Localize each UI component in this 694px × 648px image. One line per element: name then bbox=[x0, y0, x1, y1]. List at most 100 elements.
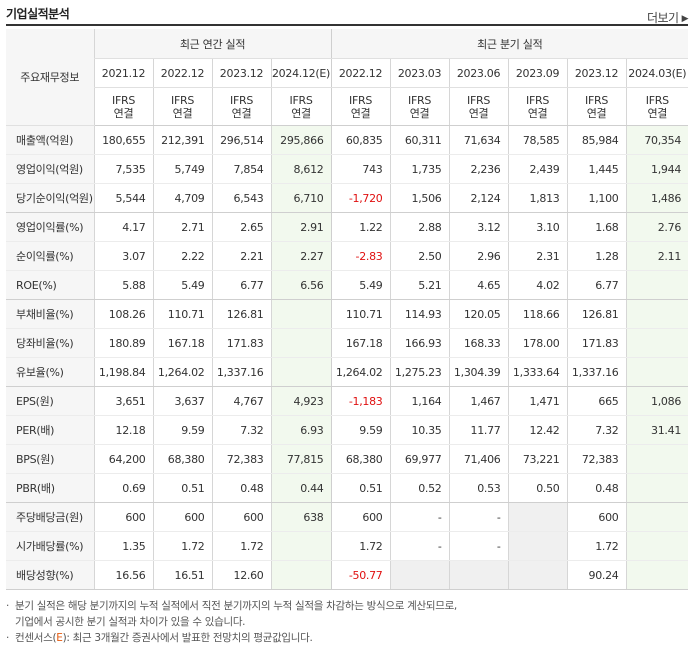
row-label: PBR(배) bbox=[6, 473, 94, 503]
table-cell: 1,337.16 bbox=[566, 357, 627, 387]
table-cell: 180.89 bbox=[93, 328, 153, 358]
table-cell: 78,585 bbox=[507, 125, 568, 155]
table-row: 시가배당률(%) 1.35 1.72 1.72 1.72- -1.72 bbox=[6, 531, 689, 561]
table-cell: 6.77 bbox=[566, 270, 627, 300]
table-cell: 171.83 bbox=[211, 328, 271, 358]
table-cell: 0.50 bbox=[507, 473, 568, 503]
table-cell bbox=[270, 328, 332, 358]
table-cell bbox=[625, 444, 689, 474]
period-header: 2021.12 bbox=[93, 58, 153, 88]
ifrs-consolidated-label: IFRS 연결 bbox=[211, 87, 271, 126]
table-cell: 2.76 bbox=[625, 212, 689, 242]
table-cell: 1,471 bbox=[507, 386, 568, 416]
table-cell: 0.51 bbox=[330, 473, 391, 503]
table-cell: 114.93 bbox=[389, 299, 450, 329]
table-cell: 118.66 bbox=[507, 299, 568, 329]
table-cell: 5.49 bbox=[152, 270, 212, 300]
table-cell: 1,086 bbox=[625, 386, 689, 416]
table-cell: 3.10 bbox=[507, 212, 568, 242]
table-cell: 1.72 bbox=[566, 531, 627, 561]
table-cell: 295,866 bbox=[270, 125, 332, 155]
table-cell bbox=[625, 560, 689, 590]
table-row: EPS(원) 3,651 3,637 4,767 4,923 -1,183 1,164 1,4… bbox=[6, 386, 689, 416]
table-cell: 2,236 bbox=[448, 154, 509, 184]
table-cell bbox=[625, 270, 689, 300]
table-cell: 1,467 bbox=[448, 386, 509, 416]
table-cell: 1,486 bbox=[625, 183, 689, 213]
table-cell: 2.31 bbox=[507, 241, 568, 271]
table-cell: 64,200 bbox=[93, 444, 153, 474]
table-cell: 2,439 bbox=[507, 154, 568, 184]
table-cell: 110.71 bbox=[330, 299, 391, 329]
table-cell bbox=[270, 531, 332, 561]
table-cell: 3,651 bbox=[93, 386, 153, 416]
period-header: 2023.12 bbox=[566, 58, 627, 88]
more-link[interactable]: 더보기 ▶ bbox=[646, 9, 689, 26]
table-cell: 73,221 bbox=[507, 444, 568, 474]
table-row: 순이익률(%) 3.07 2.22 2.21 2.27 -2.83 2.50 2.96 2.31… bbox=[6, 241, 689, 271]
table-cell bbox=[270, 560, 332, 590]
period-header: 2022.12 bbox=[330, 58, 391, 88]
table-cell: 7,854 bbox=[211, 154, 271, 184]
financial-table: 주요재무정보 최근 연간 실적 최근 분기 실적 2021.12 2022.12 2… bbox=[6, 29, 689, 590]
table-cell: 0.48 bbox=[211, 473, 271, 503]
table-row: BPS(원) 64,200 68,380 72,383 77,815 68,380 69,9… bbox=[6, 444, 689, 474]
table-cell: 4.65 bbox=[448, 270, 509, 300]
table-cell: 12.18 bbox=[93, 415, 153, 445]
table-cell: 120.05 bbox=[448, 299, 509, 329]
table-cell: 1,333.64 bbox=[507, 357, 568, 387]
table-cell: 1,198.84 bbox=[93, 357, 153, 387]
table-cell: 5.21 bbox=[389, 270, 450, 300]
table-cell: 2,124 bbox=[448, 183, 509, 213]
row-label: BPS(원) bbox=[6, 444, 94, 474]
table-cell: 6.56 bbox=[270, 270, 332, 300]
table-cell: -1,183 bbox=[330, 386, 391, 416]
table-cell: 1.35 bbox=[93, 531, 153, 561]
table-cell: 8,612 bbox=[270, 154, 332, 184]
table-cell bbox=[507, 531, 568, 561]
table-cell: 3,637 bbox=[152, 386, 212, 416]
annual-header: 최근 연간 실적 bbox=[93, 29, 332, 59]
table-cell: 600 bbox=[211, 502, 271, 532]
period-header: 2023.09 bbox=[507, 58, 568, 88]
table-cell: 69,977 bbox=[389, 444, 450, 474]
table-cell bbox=[448, 560, 509, 590]
table-cell: 85,984 bbox=[566, 125, 627, 155]
table-cell: 7,535 bbox=[93, 154, 153, 184]
table-cell: 77,815 bbox=[270, 444, 332, 474]
table-row: PER(배) 12.18 9.59 7.32 6.93 9.59 10.35 11.77 12.… bbox=[6, 415, 689, 445]
table-cell: 1.72 bbox=[211, 531, 271, 561]
row-label: PER(배) bbox=[6, 415, 94, 445]
footnotes: · 분기 실적은 해당 분기까지의 누적 실적에서 직전 분기까지의 누적 실적을… bbox=[6, 598, 457, 646]
more-link-label: 더보기 bbox=[646, 11, 679, 25]
table-cell: 5.49 bbox=[330, 270, 391, 300]
ifrs-consolidated-label: IFRS 연결 bbox=[270, 87, 332, 126]
period-header: 2024.03(E) bbox=[625, 58, 689, 88]
row-label: 당좌비율(%) bbox=[6, 328, 94, 358]
table-cell: 0.69 bbox=[93, 473, 153, 503]
table-cell: 16.51 bbox=[152, 560, 212, 590]
row-label: 시가배당률(%) bbox=[6, 531, 94, 561]
table-cell: 0.44 bbox=[270, 473, 332, 503]
table-cell: 2.27 bbox=[270, 241, 332, 271]
table-cell: -50.77 bbox=[330, 560, 391, 590]
row-label: 매출액(억원) bbox=[6, 125, 94, 155]
table-cell: 6.77 bbox=[211, 270, 271, 300]
table-cell bbox=[270, 299, 332, 329]
table-cell bbox=[625, 357, 689, 387]
table-row: 영업이익률(%) 4.17 2.71 2.65 2.91 1.22 2.88 3.12 3.10… bbox=[6, 212, 689, 242]
table-cell: 1,264.02 bbox=[330, 357, 391, 387]
table-cell bbox=[625, 502, 689, 532]
table-row: ROE(%) 5.88 5.49 6.77 6.56 5.49 5.21 4.65 4.02 6.… bbox=[6, 270, 689, 300]
table-row: 매출액(억원) 180,655 212,391 296,514 295,866 60,83… bbox=[6, 125, 689, 155]
ifrs-consolidated-label: IFRS 연결 bbox=[566, 87, 627, 126]
table-cell: 167.18 bbox=[330, 328, 391, 358]
table-cell: 70,354 bbox=[625, 125, 689, 155]
table-cell: 7.32 bbox=[566, 415, 627, 445]
table-cell: 296,514 bbox=[211, 125, 271, 155]
table-cell: 1.72 bbox=[330, 531, 391, 561]
table-row: 배당성향(%) 16.56 16.51 12.60 -50.77 90.24 bbox=[6, 560, 689, 590]
stub-header: 주요재무정보 bbox=[6, 29, 94, 126]
table-cell: 0.48 bbox=[566, 473, 627, 503]
table-cell: 16.56 bbox=[93, 560, 153, 590]
